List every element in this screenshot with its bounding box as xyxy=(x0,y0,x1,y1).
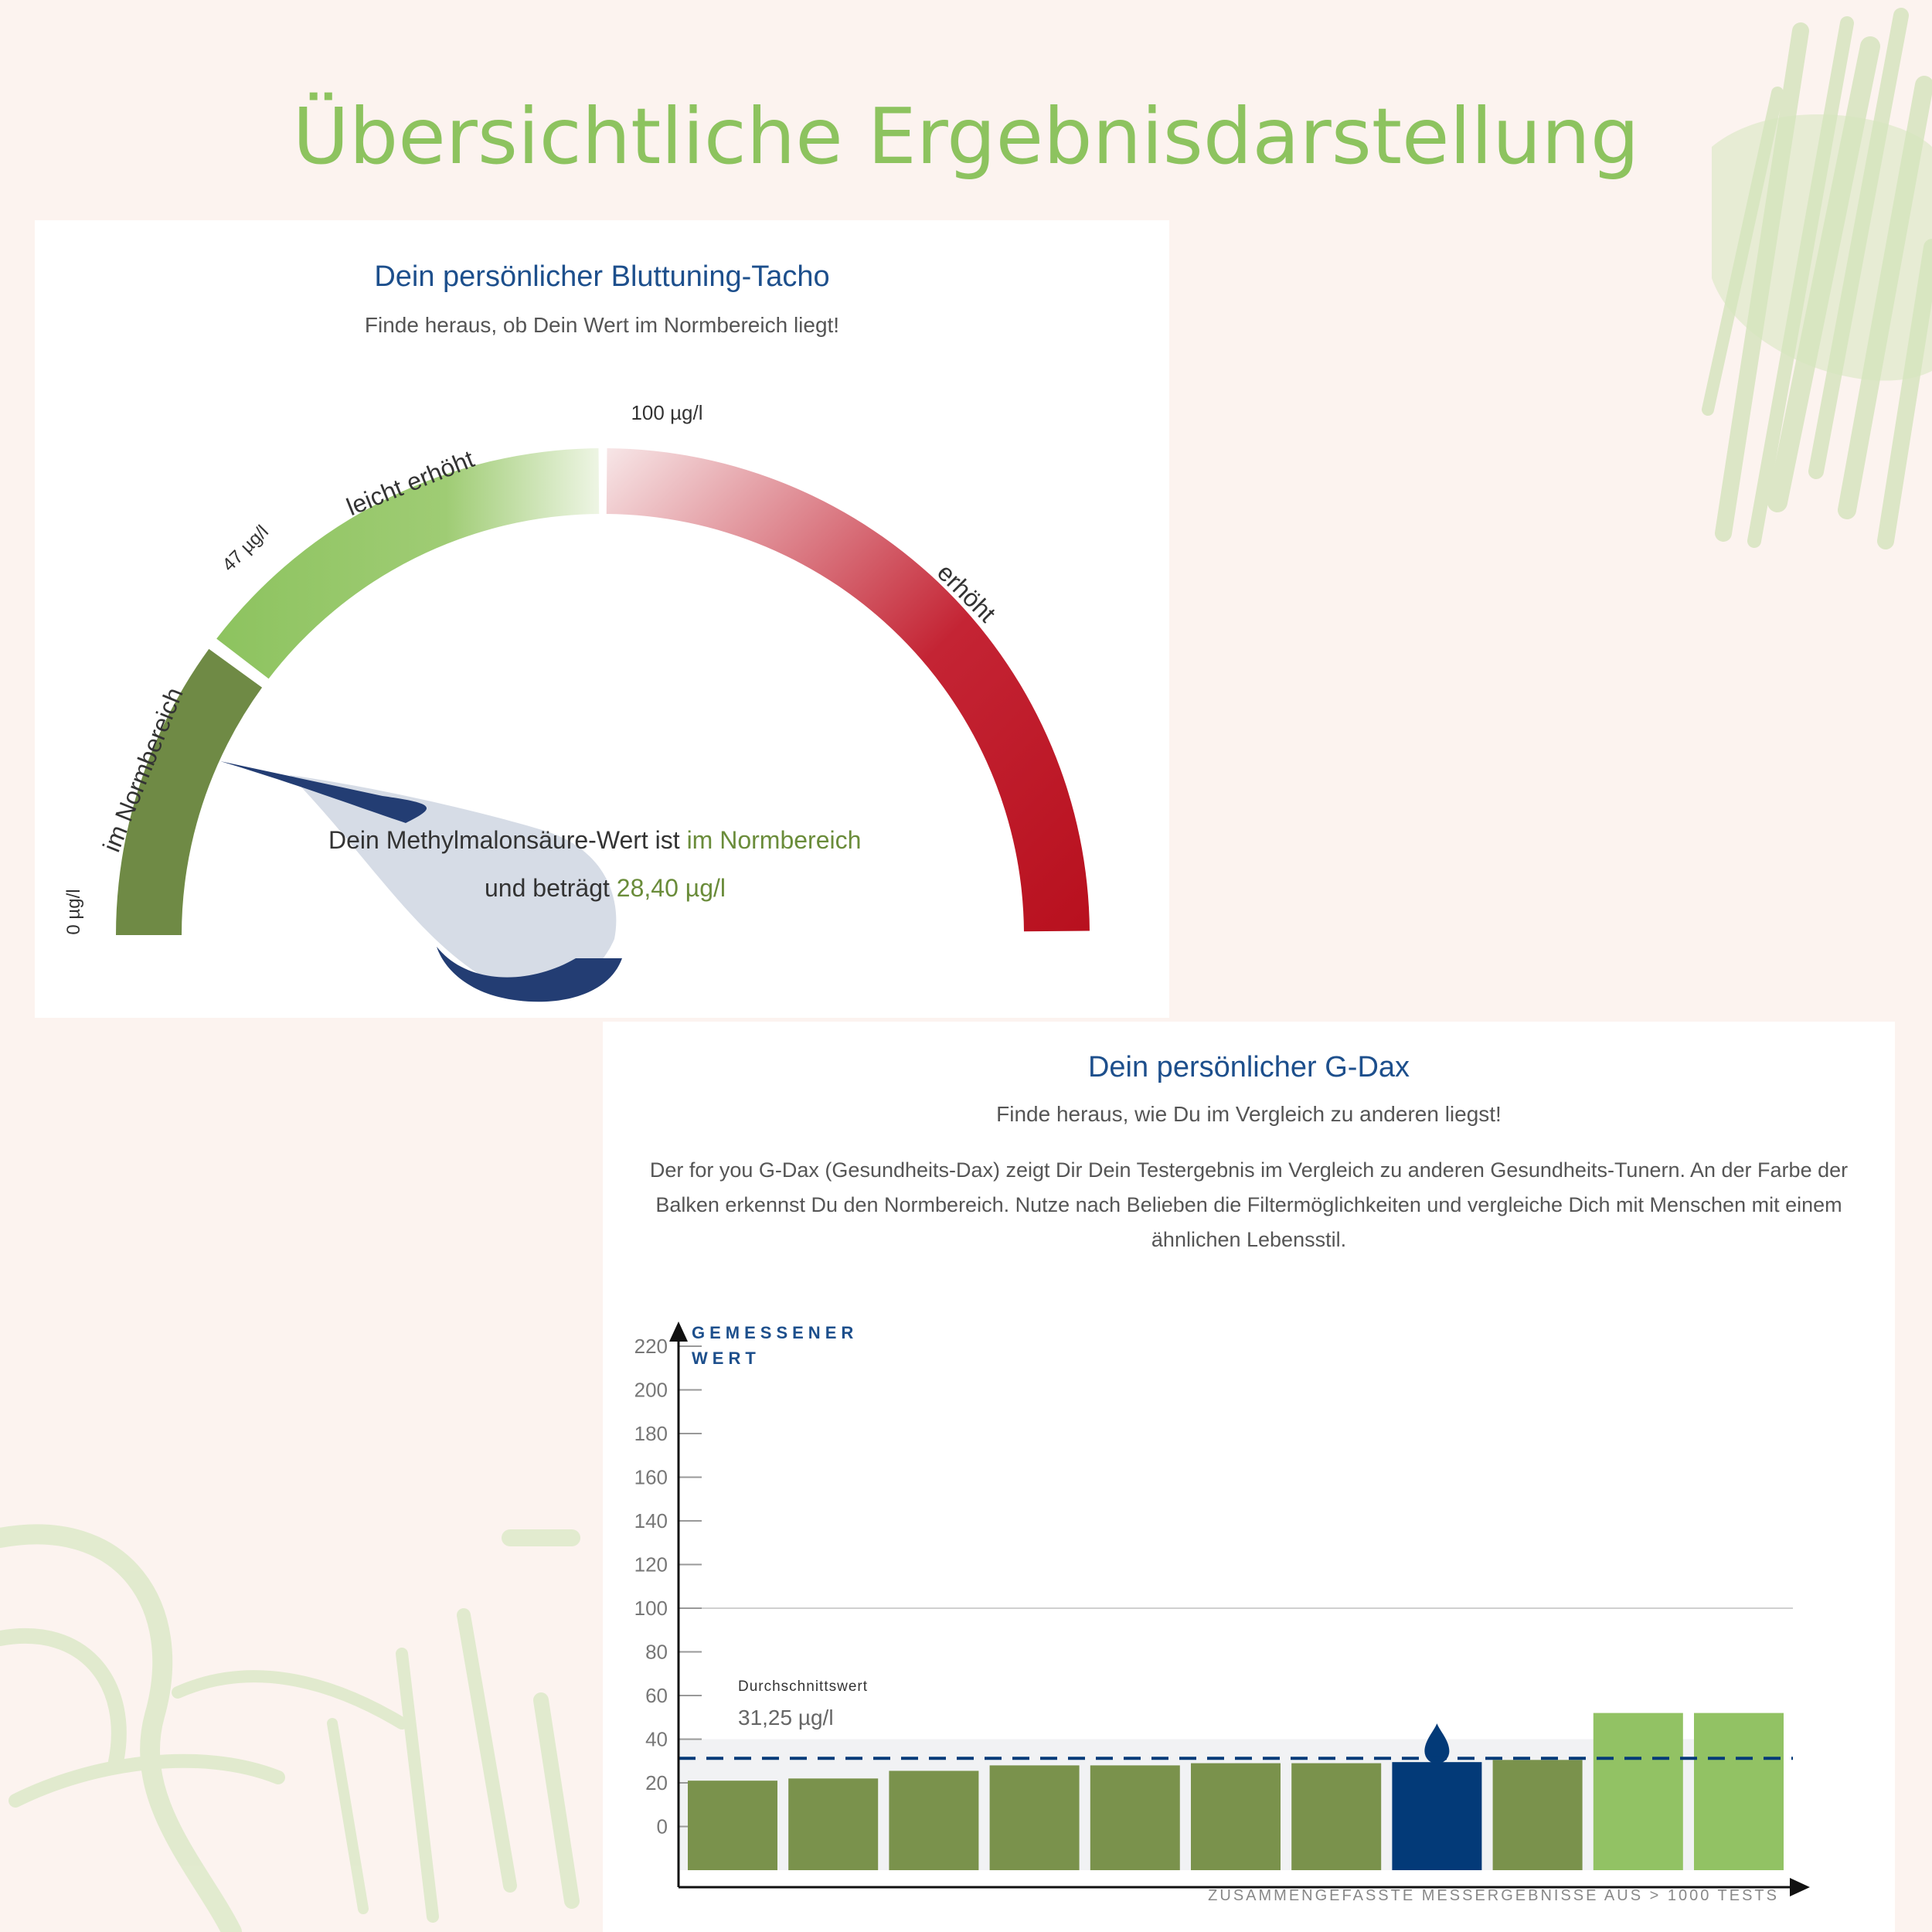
result-prefix-2: und beträgt xyxy=(485,874,617,902)
y-tick-label: 160 xyxy=(634,1466,668,1489)
gdax-title: Dein persönlicher G-Dax xyxy=(1087,1051,1410,1083)
y-tick-label: 80 xyxy=(645,1641,668,1664)
y-tick-label: 200 xyxy=(634,1379,668,1402)
gdax-subtitle: Finde heraus, wie Du im Vergleich zu and… xyxy=(996,1102,1502,1126)
bar xyxy=(1593,1713,1683,1870)
bar-own-result xyxy=(1392,1762,1482,1870)
y-tick-label: 60 xyxy=(645,1684,668,1707)
y-tick-label: 0 xyxy=(657,1815,668,1838)
gdax-description: Der for you G-Dax (Gesundheits-Dax) zeig… xyxy=(649,1158,1849,1251)
x-axis-label: ZUSAMMENGEFASSTE MESSERGEBNISSE AUS > 10… xyxy=(1208,1887,1779,1904)
result-prefix-1: Dein Methylmalonsäure-Wert ist xyxy=(328,826,687,854)
result-line-1: Dein Methylmalonsäure-Wert ist im Normbe… xyxy=(328,826,861,855)
bar xyxy=(688,1781,777,1870)
y-axis-label-line2: WERT xyxy=(692,1349,760,1368)
result-status: im Normbereich xyxy=(686,826,862,854)
gauge-zone-slightly-elevated xyxy=(216,448,600,679)
page-title: Übersichtliche Ergebnisdarstellung xyxy=(292,91,1640,182)
average-value: 31,25 µg/l xyxy=(738,1706,834,1730)
gauge-label-100: 100 µg/l xyxy=(631,401,702,424)
bar xyxy=(1492,1760,1583,1870)
result-value: 28,40 µg/l xyxy=(616,874,726,902)
result-bubble xyxy=(220,761,622,1002)
gauge-zone-normal xyxy=(116,648,263,935)
y-tick-label: 100 xyxy=(634,1597,668,1620)
bar xyxy=(1090,1765,1180,1870)
gauge-label-47: 47 µg/l xyxy=(219,522,273,576)
gauge-label-zero: 0 µg/l xyxy=(63,889,84,934)
bar xyxy=(1291,1763,1382,1870)
y-axis-label-line1: GEMESSENER xyxy=(692,1323,858,1342)
y-tick-label: 180 xyxy=(634,1422,668,1445)
average-label: Durchschnittswert xyxy=(738,1679,868,1695)
y-tick-label: 220 xyxy=(634,1335,668,1358)
y-tick-label: 20 xyxy=(645,1771,668,1794)
x-axis-arrow xyxy=(1790,1878,1810,1896)
bar xyxy=(1694,1713,1784,1870)
y-tick-label: 40 xyxy=(645,1728,668,1751)
tacho-panel: Dein persönlicher Bluttuning-Tacho Finde… xyxy=(35,220,1169,1018)
gdax-panel: 0 20 40 60 80 100 120 140 160 180 200 220 GEMESSENER… xyxy=(603,1022,1895,1932)
bar xyxy=(1191,1763,1281,1870)
bar xyxy=(889,1770,979,1870)
gdax-bar-chart: 0 20 40 60 80 100 120 140 160 180 200 220 GEMESSENER… xyxy=(634,1321,1810,1904)
y-axis-arrow xyxy=(669,1321,688,1342)
y-tick-label: 140 xyxy=(634,1509,668,1532)
result-line-2: und beträgt 28,40 µg/l xyxy=(485,874,726,903)
gauge-zone-elevated xyxy=(606,448,1090,932)
tacho-subtitle: Finde heraus, ob Dein Wert im Normbereic… xyxy=(364,313,840,337)
tacho-title: Dein persönlicher Bluttuning-Tacho xyxy=(374,260,830,293)
droplet-icon xyxy=(1424,1723,1450,1764)
bar xyxy=(788,1778,879,1870)
bar xyxy=(989,1765,1080,1870)
y-tick-label: 120 xyxy=(634,1553,668,1577)
